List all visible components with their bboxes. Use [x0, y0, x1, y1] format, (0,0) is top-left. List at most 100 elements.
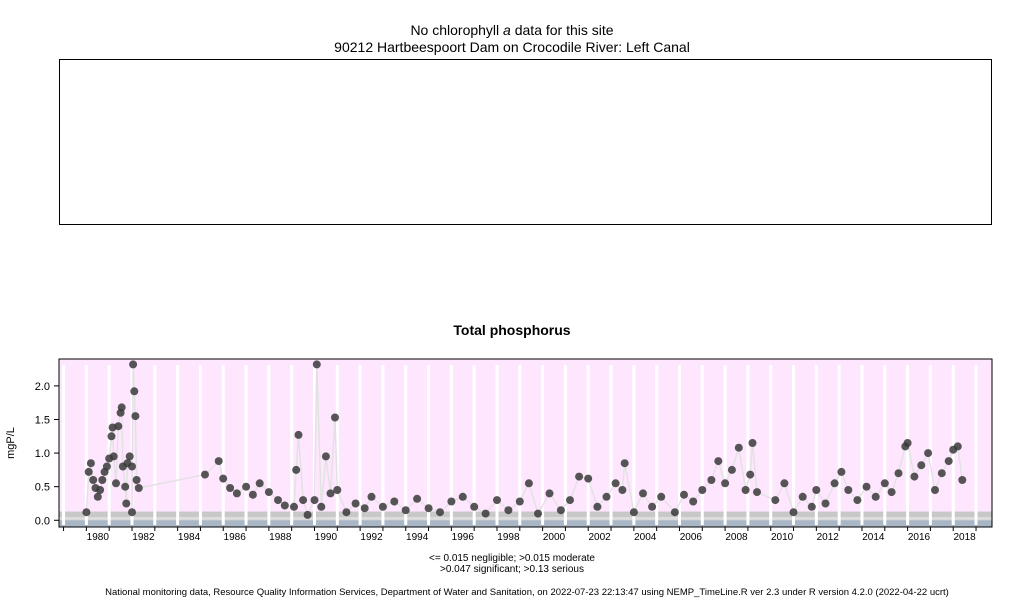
data-point	[680, 490, 688, 499]
x-tick-label: 2014	[862, 532, 885, 543]
data-point	[504, 506, 513, 515]
legend-line-2: >0.047 significant; >0.13 serious	[440, 564, 584, 575]
y-axis-label: mgP/L	[5, 427, 17, 459]
data-point	[321, 452, 330, 461]
data-point	[953, 442, 962, 451]
no-chlorophyll-prefix: No chlorophyll	[410, 22, 500, 38]
data-point	[242, 482, 251, 491]
y-tick-label: 0.0	[35, 515, 50, 527]
data-point	[611, 479, 620, 488]
data-point	[378, 502, 387, 511]
data-point	[303, 510, 312, 519]
data-point	[134, 484, 143, 492]
data-point	[575, 472, 584, 481]
data-point	[226, 484, 235, 492]
data-point	[292, 465, 301, 474]
data-point	[128, 508, 136, 517]
no-chlorophyll-suffix: data for this site	[514, 22, 614, 38]
data-point	[746, 470, 755, 479]
x-tick-label: 1982	[132, 532, 155, 543]
x-tick-label: 1990	[315, 532, 338, 543]
y-tick-label: 0.5	[35, 482, 50, 494]
data-point	[342, 508, 351, 517]
data-point	[294, 430, 303, 439]
band-significant	[59, 517, 992, 520]
data-point	[107, 432, 116, 441]
x-tick-label: 2000	[543, 532, 566, 543]
data-point	[741, 486, 750, 494]
x-tick-label: 1980	[87, 532, 110, 543]
data-point	[894, 469, 903, 478]
data-point	[131, 412, 140, 421]
data-point	[958, 476, 967, 484]
data-point	[734, 443, 743, 452]
y-tick-label: 1.0	[35, 448, 50, 460]
data-point	[214, 457, 223, 466]
data-point	[689, 497, 698, 506]
x-tick-label: 1992	[360, 532, 383, 543]
data-point	[86, 459, 95, 468]
data-point	[727, 465, 736, 474]
data-point	[602, 492, 611, 501]
x-tick-label: 1996	[452, 532, 475, 543]
x-tick-label: 2016	[908, 532, 931, 543]
data-point	[910, 472, 919, 481]
x-tick-label: 2018	[954, 532, 977, 543]
data-point	[944, 457, 953, 466]
x-tick-label: 2006	[680, 532, 703, 543]
plot-frame	[58, 358, 993, 528]
data-point	[129, 360, 138, 369]
x-tick-label: 1988	[269, 532, 292, 543]
data-point	[524, 479, 533, 488]
data-point	[657, 492, 666, 501]
data-point	[556, 506, 565, 515]
site-title: 90212 Hartbeespoort Dam on Crocodile Riv…	[334, 39, 690, 55]
data-point	[401, 506, 410, 515]
data-point	[534, 509, 542, 518]
data-point	[436, 508, 444, 517]
data-point	[114, 422, 123, 431]
data-point	[93, 492, 102, 501]
data-point	[812, 486, 821, 494]
data-point	[109, 452, 118, 461]
data-point	[566, 496, 574, 505]
data-point	[707, 476, 716, 484]
data-point	[798, 492, 807, 501]
data-point	[98, 476, 107, 484]
data-point	[780, 479, 789, 488]
data-point	[84, 467, 93, 476]
x-tick-label: 1994	[406, 532, 429, 543]
data-point	[545, 489, 554, 498]
data-point	[470, 502, 479, 511]
data-point	[648, 502, 657, 511]
y-tick-label: 2.0	[35, 381, 50, 393]
data-point	[232, 489, 241, 498]
data-point	[821, 499, 830, 508]
data-point	[887, 488, 896, 497]
data-point	[317, 502, 326, 511]
data-point	[367, 492, 376, 501]
x-tick-label: 2004	[634, 532, 657, 543]
data-point	[618, 486, 627, 494]
data-point	[714, 457, 723, 466]
legend-line-1: <= 0.015 negligible; >0.015 moderate	[429, 553, 595, 564]
data-point	[310, 496, 319, 505]
data-point	[458, 492, 467, 501]
data-point	[331, 413, 339, 422]
data-point	[515, 497, 524, 506]
no-chlorophyll-title: No chlorophyll a data for this site	[0, 22, 1024, 38]
data-point	[481, 509, 490, 518]
data-point	[670, 508, 679, 517]
data-point	[493, 496, 501, 505]
x-tick-label: 2010	[771, 532, 794, 543]
data-point	[629, 508, 638, 517]
data-point	[333, 486, 342, 494]
data-point	[844, 486, 853, 494]
data-point	[82, 508, 91, 517]
data-point	[96, 486, 105, 494]
data-point	[248, 490, 257, 499]
data-point	[290, 502, 298, 511]
plot-background	[59, 359, 992, 527]
data-point	[753, 488, 761, 497]
x-tick-label: 2012	[817, 532, 840, 543]
